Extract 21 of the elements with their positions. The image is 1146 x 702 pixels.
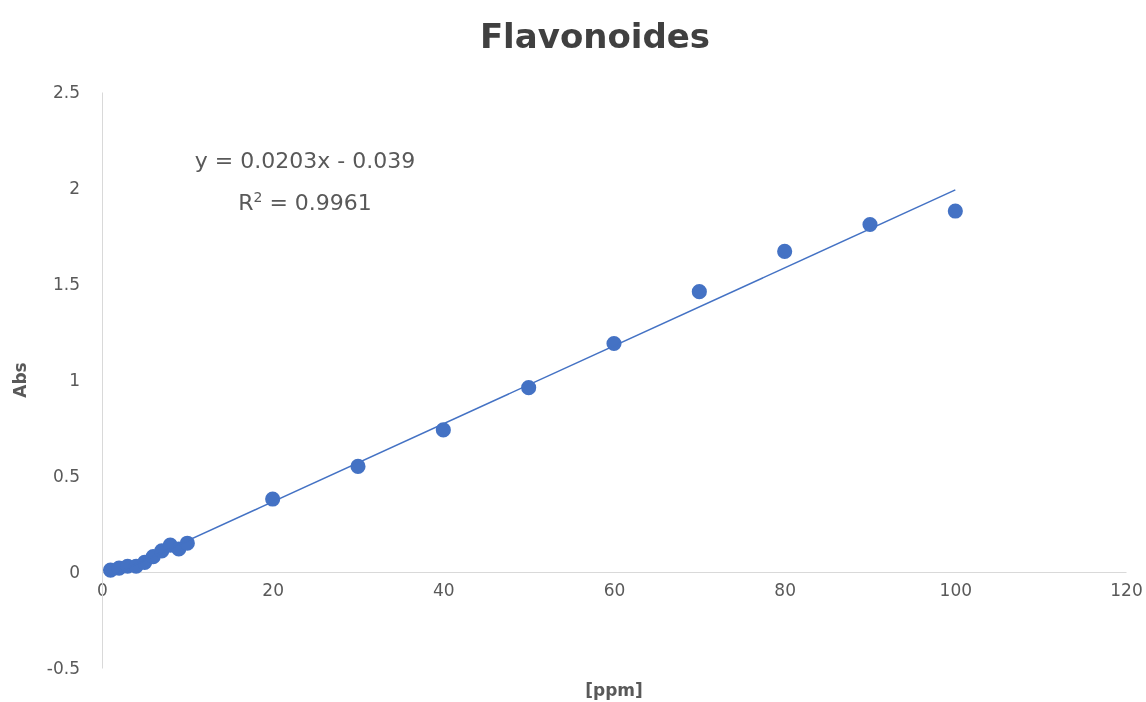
x-tick-label: 100 (939, 580, 973, 601)
x-tick-label: 40 (433, 580, 455, 601)
x-tick-label: 80 (774, 580, 796, 601)
point (777, 243, 793, 259)
y-tick-label: 0.5 (52, 465, 80, 486)
x-axis-title: [ppm] (585, 680, 643, 700)
chart-title: Flavonoides (479, 16, 711, 56)
y-tick-label: 1 (69, 369, 80, 390)
y-tick-label: 0 (69, 561, 80, 582)
annotation: R$^{2}$ = 0.9961 (238, 189, 372, 215)
y-tick-label: -0.5 (46, 657, 80, 678)
x-tick-label: 60 (603, 580, 626, 601)
point (691, 284, 707, 300)
x-tick-label: 20 (262, 580, 284, 601)
y-axis-title: Abs (10, 362, 30, 398)
point (947, 203, 963, 219)
annotation: y = 0.0203x - 0.039 (194, 148, 416, 173)
y-tick-label: 1.5 (52, 273, 80, 294)
y-tick-label: 2 (69, 177, 80, 198)
x-tick-label: 120 (1110, 580, 1143, 601)
y-tick-label: 2.5 (52, 81, 80, 102)
